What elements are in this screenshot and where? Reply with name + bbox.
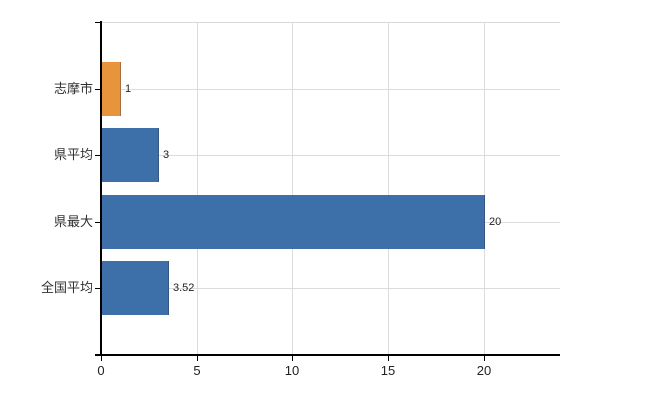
bar-県最大 <box>102 195 485 249</box>
category-label: 全国平均 <box>40 280 93 295</box>
y-axis-tick <box>95 155 101 156</box>
x-axis-tick-label: 10 <box>284 363 300 378</box>
x-axis-tick <box>101 355 102 361</box>
x-axis-tick <box>197 355 198 361</box>
bar-value-label: 3 <box>163 149 170 161</box>
x-axis-tick <box>292 355 293 361</box>
bar-value-label: 3.52 <box>173 282 195 294</box>
bar-value-label: 1 <box>125 83 132 95</box>
vertical-gridline <box>388 22 389 355</box>
horizontal-gridline <box>101 288 560 289</box>
x-axis-tick-label: 20 <box>476 363 492 378</box>
horizontal-gridline <box>101 155 560 156</box>
vertical-gridline <box>484 22 485 355</box>
bar-value-label: 20 <box>489 216 502 228</box>
horizontal-gridline <box>101 89 560 90</box>
y-axis-tick <box>95 288 101 289</box>
y-axis-tick <box>95 222 101 223</box>
plot-top-border <box>101 22 560 23</box>
vertical-gridline <box>292 22 293 355</box>
bar-志摩市 <box>102 62 121 116</box>
x-axis-tick <box>388 355 389 361</box>
bar-県平均 <box>102 128 159 182</box>
category-label: 志摩市 <box>53 81 93 96</box>
bar-全国平均 <box>102 261 169 315</box>
x-axis-line <box>95 354 560 356</box>
category-label: 県平均 <box>53 147 93 162</box>
x-axis-tick <box>484 355 485 361</box>
x-axis-tick-label: 5 <box>193 363 201 378</box>
vertical-gridline <box>197 22 198 355</box>
category-label: 県最大 <box>53 214 93 229</box>
x-axis-tick-label: 0 <box>97 363 105 378</box>
y-axis-line <box>100 21 102 356</box>
y-axis-top-tick <box>95 22 101 23</box>
y-axis-tick <box>95 89 101 90</box>
x-axis-tick-label: 15 <box>380 363 396 378</box>
